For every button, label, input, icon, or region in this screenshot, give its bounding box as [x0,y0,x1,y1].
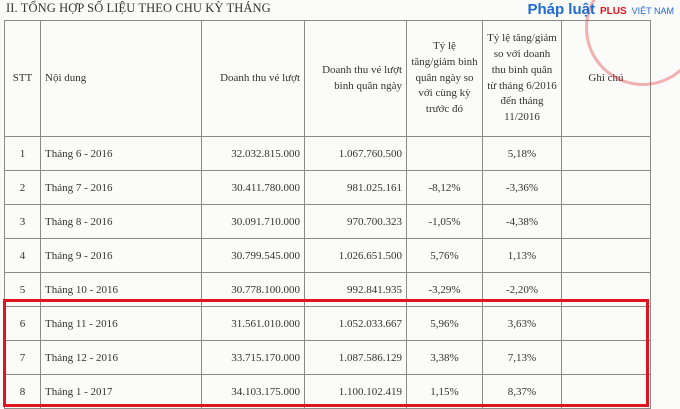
table-cell: 2 [4,170,41,205]
table-cell: 1,13% [482,238,562,273]
table-cell: 1.100.102.419 [304,374,407,409]
table-cell: -4,38% [482,204,562,239]
table-cell: 970.700.323 [304,204,407,239]
table-cell: -3,36% [482,170,562,205]
table-cell: 30.411.780.000 [201,170,305,205]
table-cell: 1.087.586.129 [304,340,407,375]
header-revenue: Doanh thu vé lượt [201,20,305,137]
table-cell: 8,37% [482,374,562,409]
table-cell: Tháng 11 - 2016 [40,306,202,341]
table-cell: 981.025.161 [304,170,407,205]
table-cell [406,136,483,171]
table-cell: 7,13% [482,340,562,375]
watermark-logo: Pháp luật PLUS VIỆT NAM [527,0,674,19]
table-row: 1 Tháng 6 - 2016 32.032.815.000 1.067.760.5… [4,136,651,171]
section-title: II. TỔNG HỢP SỐ LIỆU THEO CHU KỲ THÁNG [6,1,271,15]
table-cell: Tháng 9 - 2016 [40,238,202,273]
table-cell: 3 [4,204,41,239]
table-cell: 3,38% [406,340,483,375]
table-cell: 4 [4,238,41,273]
table-cell: 1.026.651.500 [304,238,407,273]
table-cell: Tháng 7 - 2016 [40,170,202,205]
header-content: Nội dung [40,20,202,137]
table-cell: 7 [4,340,41,375]
table-cell: Tháng 6 - 2016 [40,136,202,171]
table-cell: Tháng 8 - 2016 [40,204,202,239]
table-header-row: STT Nội dung Doanh thu vé lượt Doanh thu… [4,20,651,137]
table-cell: 5,76% [406,238,483,273]
table-cell [561,238,651,273]
header-daily-revenue: Doanh thu vé lượt bình quân ngày [304,20,407,137]
table-cell [561,170,651,205]
logo-plus: PLUS [599,6,627,17]
header-avg-rate: Tỷ lệ tăng/giảm so với doanh thu bình qu… [482,20,562,137]
header-yoy-rate: Tỷ lệ tăng/giảm bình quân ngày so với cù… [406,20,483,137]
table-cell: 32.032.815.000 [201,136,305,171]
logo-brand: Pháp luật [527,1,595,18]
table-cell: 30.091.710.000 [201,204,305,239]
table-cell: 30.799.545.000 [201,238,305,273]
table-cell: 1,15% [406,374,483,409]
table-row: 7 Tháng 12 - 2016 33.715.170.000 1.087.586.… [4,340,651,375]
table-cell: 1 [4,136,41,171]
table-row: 3 Tháng 8 - 2016 30.091.710.000 970.700.323… [4,204,651,239]
table-row: 2 Tháng 7 - 2016 30.411.780.000 981.025.161… [4,170,651,205]
table-cell: 34.103.175.000 [201,374,305,409]
table-cell: 33.715.170.000 [201,340,305,375]
header-stt: STT [4,20,41,137]
table-cell [561,204,651,239]
table-cell: 31.561.010.000 [201,306,305,341]
highlight-box [3,299,649,407]
table-cell: 1.052.033.667 [304,306,407,341]
table-cell: -8,12% [406,170,483,205]
table-cell: 5,96% [406,306,483,341]
monthly-summary-table: STT Nội dung Doanh thu vé lượt Doanh thu… [4,20,651,409]
table-cell [561,136,651,171]
table-cell: -1,05% [406,204,483,239]
table-cell: 5,18% [482,136,562,171]
logo-country: VIỆT NAM [631,6,674,16]
header-notes: Ghi chú [561,20,651,137]
table-cell: 1.067.760.500 [304,136,407,171]
table-row: 4 Tháng 9 - 2016 30.799.545.000 1.026.651.5… [4,238,651,273]
